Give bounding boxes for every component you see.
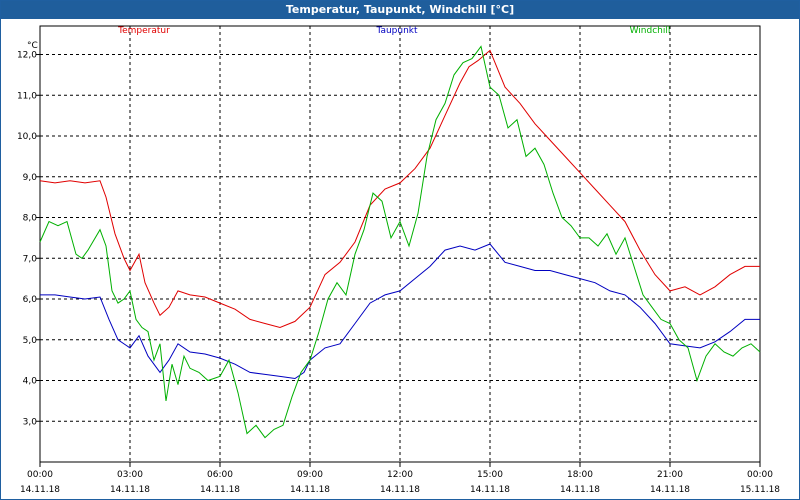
x-tick-date: 14.11.18 [110, 485, 150, 495]
x-tick-time: 21:00 [657, 470, 683, 480]
x-tick-time: 03:00 [117, 470, 143, 480]
y-tick-label: 5,0 [23, 336, 38, 346]
y-axis-ticks: 12,0 11,0 10,0 9,0 8,0 7,0 6,0 5,0 4,0 3,0 [17, 51, 40, 427]
series-line-windchill [39, 45, 761, 439]
legend: Temperatur Taupunkt Windchill [117, 26, 670, 36]
y-axis-label: °C [27, 41, 38, 51]
x-tick-date: 14.11.18 [290, 485, 330, 495]
grid [40, 26, 760, 462]
series-line-taupunkt [40, 243, 760, 380]
y-tick-label: 6,0 [23, 295, 38, 305]
y-tick-label: 7,0 [23, 254, 38, 264]
x-tick-time: 12:00 [387, 470, 413, 480]
y-tick-label: 10,0 [17, 132, 37, 142]
x-tick-time: 18:00 [567, 470, 593, 480]
series-lines [39, 45, 761, 439]
y-tick-label: 8,0 [23, 214, 38, 224]
y-tick-label: 3,0 [23, 417, 38, 427]
x-tick-date: 14.11.18 [380, 485, 420, 495]
x-tick-date: 14.11.18 [200, 485, 240, 495]
x-tick-time: 09:00 [297, 470, 323, 480]
x-tick-time: 15:00 [477, 470, 503, 480]
x-tick-date: 14.11.18 [20, 485, 60, 495]
y-tick-label: 12,0 [17, 51, 37, 61]
x-tick-time: 06:00 [207, 470, 233, 480]
x-axis-ticks: 00:00 14.11.18 03:00 14.11.18 06:00 14.11.18 0… [20, 462, 780, 495]
x-tick-date: 14.11.18 [560, 485, 600, 495]
x-tick-date: 14.11.18 [650, 485, 690, 495]
y-tick-label: 9,0 [23, 173, 38, 183]
y-tick-label: 11,0 [17, 91, 37, 101]
window-title: Temperatur, Taupunkt, Windchill [°C] [1, 1, 799, 19]
x-tick-date: 15.11.18 [740, 485, 780, 495]
x-tick-time: 00:00 [27, 470, 53, 480]
x-tick-time: 00:00 [747, 470, 773, 480]
legend-windchill: Windchill [630, 26, 671, 36]
legend-temperatur: Temperatur [117, 26, 170, 36]
y-tick-label: 4,0 [23, 377, 38, 387]
legend-taupunkt: Taupunkt [375, 26, 418, 36]
x-tick-date: 14.11.18 [470, 485, 510, 495]
